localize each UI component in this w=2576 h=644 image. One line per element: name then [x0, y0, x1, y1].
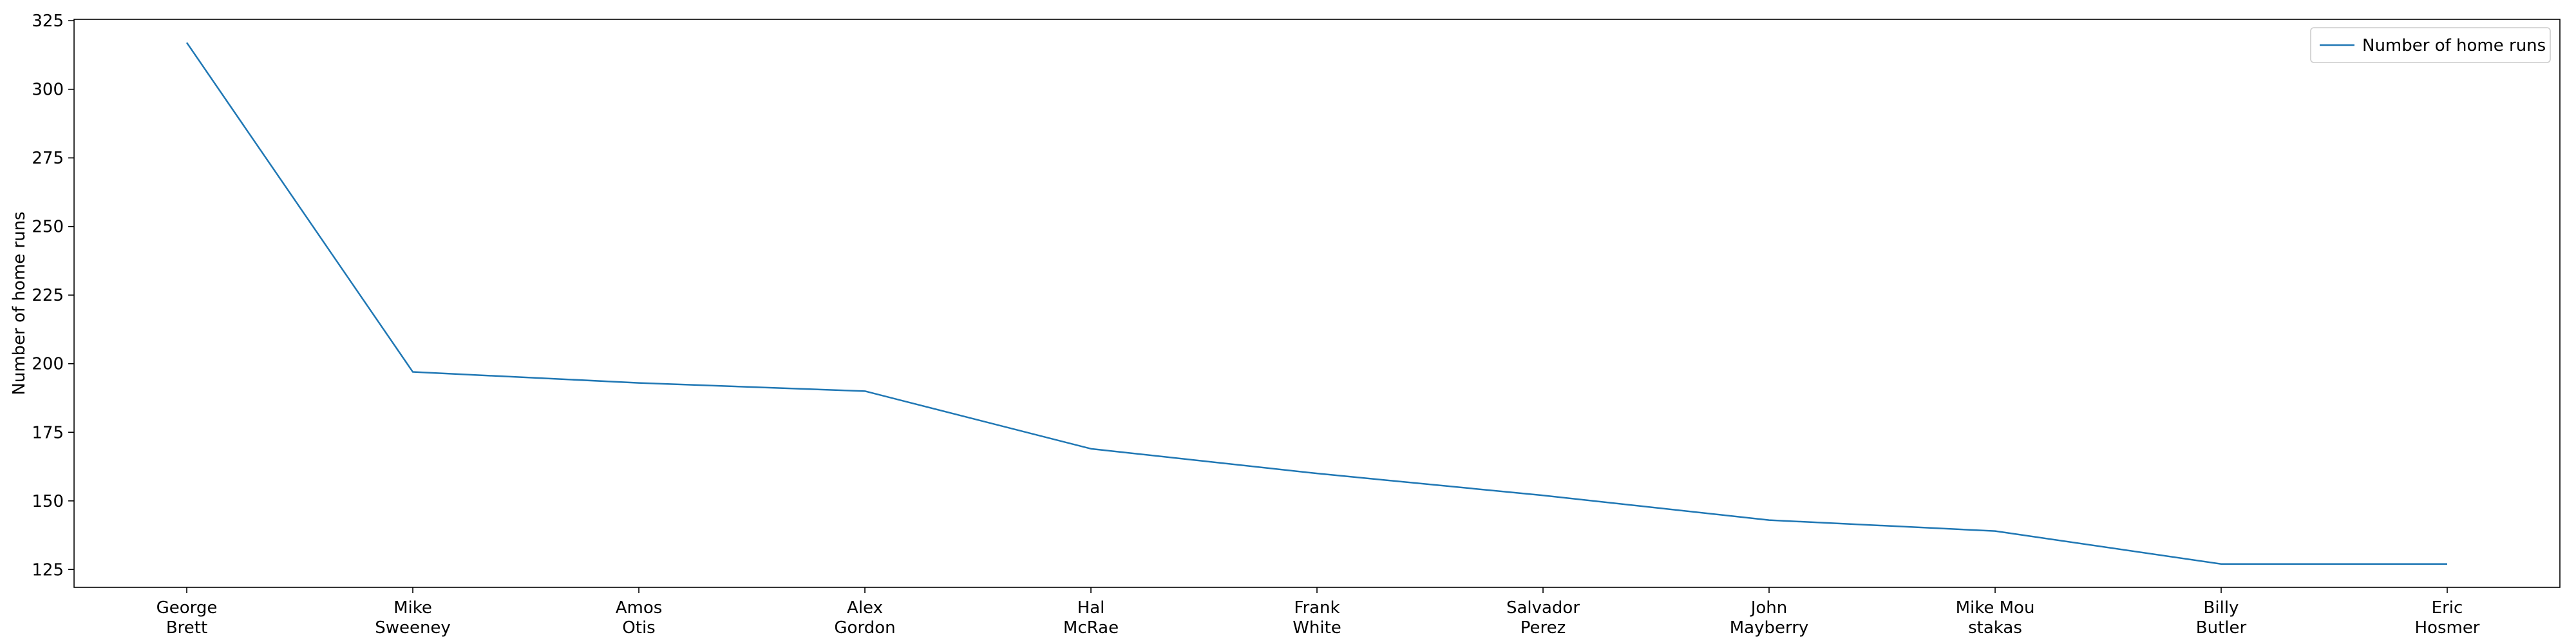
x-tick-label: Mike [393, 598, 432, 618]
y-tick-label: 125 [32, 560, 64, 580]
plot-frame [73, 19, 2561, 588]
x-tick-label: Frank [1294, 598, 1340, 618]
y-tick-label: 300 [32, 80, 64, 100]
y-axis-label: Number of home runs [10, 211, 29, 395]
x-tick-label: Salvador [1506, 598, 1580, 618]
series-group [185, 42, 2447, 565]
y-tick-label: 275 [32, 149, 64, 168]
x-tick-label: Mike Mou [1956, 598, 2035, 618]
series-line [185, 42, 2447, 565]
x-tick-label: Butler [2196, 618, 2247, 638]
y-tick-label: 250 [32, 218, 64, 237]
legend-box [2310, 27, 2551, 63]
legend: Number of home runs [2310, 27, 2551, 63]
x-tick-label: Billy [2204, 598, 2239, 618]
x-tick-label: Perez [1520, 618, 1566, 638]
y-tick-label: 175 [32, 423, 64, 442]
x-tick-label: Sweeney [375, 618, 451, 638]
legend-label: Number of home runs [2362, 36, 2546, 55]
x-tick-label: White [1293, 618, 1341, 638]
x-tick-label: stakas [1968, 618, 2022, 638]
x-tick-label: Brett [166, 618, 207, 638]
y-tick-label: 225 [32, 286, 64, 305]
x-tick-label: Otis [622, 618, 655, 638]
x-tick-label: Eric [2432, 598, 2463, 618]
x-tick-label: Mayberry [1730, 618, 1809, 638]
y-tick-label: 200 [32, 355, 64, 374]
y-tick-label: 150 [32, 492, 64, 511]
x-tick-label: McRae [1063, 618, 1119, 638]
y-tick-label: 325 [32, 12, 64, 31]
y-axis-ticks: 125 150 175 200 225 250 275 300 325 [32, 12, 74, 580]
x-tick-label: Hosmer [2414, 618, 2479, 638]
x-tick-label: George [156, 598, 218, 618]
x-tick-label: Amos [616, 598, 663, 618]
x-tick-label: Gordon [834, 618, 895, 638]
x-tick-label: John [1750, 598, 1788, 618]
x-tick-label: Hal [1077, 598, 1105, 618]
x-tick-label: Alex [847, 598, 883, 618]
